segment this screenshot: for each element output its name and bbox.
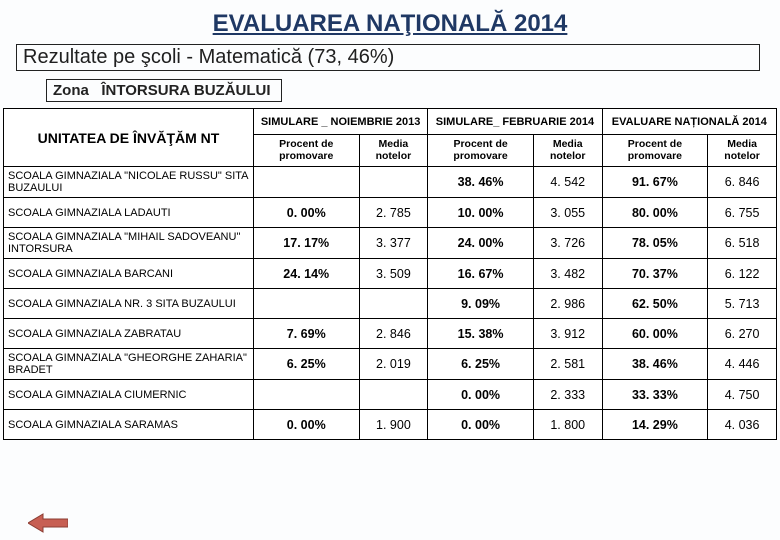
sub-header-2a: Procent de promovare [428,135,534,167]
table-row: SCOALA GIMNAZIALA "GHEORGHE ZAHARIA" BRA… [4,349,777,380]
subtitle-text: Rezultate pe şcoli - Matematică (73, 46%… [23,46,394,68]
percent-cell: 14. 29% [602,410,708,440]
percent-cell: 9. 09% [428,289,534,319]
media-cell: 3. 055 [533,198,602,228]
percent-cell: 7. 69% [253,319,359,349]
table-header-row-1: UNITATEA DE ÎNVĂŢĂM NT SIMULARE _ NOIEMB… [4,109,777,135]
media-cell: 6. 122 [708,259,777,289]
school-cell: SCOALA GIMNAZIALA BARCANI [4,259,254,289]
percent-cell: 0. 00% [253,410,359,440]
media-cell: 3. 482 [533,259,602,289]
percent-cell: 10. 00% [428,198,534,228]
sub-header-3a: Procent de promovare [602,135,708,167]
table-row: SCOALA GIMNAZIALA BARCANI24. 14%3. 50916… [4,259,777,289]
media-cell: 1. 800 [533,410,602,440]
school-cell: SCOALA GIMNAZIALA CIUMERNIC [4,380,254,410]
sub-header-2b: Media notelor [533,135,602,167]
media-cell [359,380,428,410]
media-cell: 3. 726 [533,228,602,259]
media-cell: 4. 750 [708,380,777,410]
percent-cell: 38. 46% [602,349,708,380]
percent-cell: 0. 00% [428,410,534,440]
group-header-3: EVALUARE NAȚIONALĂ 2014 [602,109,776,135]
percent-cell: 24. 00% [428,228,534,259]
percent-cell: 91. 67% [602,167,708,198]
table-row: SCOALA GIMNAZIALA "NICOLAE RUSSU" SITA B… [4,167,777,198]
school-cell: SCOALA GIMNAZIALA LADAUTI [4,198,254,228]
percent-cell: 78. 05% [602,228,708,259]
percent-cell: 80. 00% [602,198,708,228]
media-cell: 6. 270 [708,319,777,349]
sub-header-1b: Media notelor [359,135,428,167]
media-cell: 3. 509 [359,259,428,289]
media-cell: 2. 846 [359,319,428,349]
results-table: UNITATEA DE ÎNVĂŢĂM NT SIMULARE _ NOIEMB… [3,108,777,440]
media-cell: 4. 542 [533,167,602,198]
media-cell: 2. 333 [533,380,602,410]
title-text: EVALUAREA NAŢIONALĂ 2014 [213,10,568,37]
media-cell: 3. 377 [359,228,428,259]
sub-header-3b: Media notelor [708,135,777,167]
percent-cell: 70. 37% [602,259,708,289]
percent-cell: 15. 38% [428,319,534,349]
subtitle-box: Rezultate pe şcoli - Matematică (73, 46%… [16,44,760,71]
percent-cell: 16. 67% [428,259,534,289]
table-row: SCOALA GIMNAZIALA ZABRATAU7. 69%2. 84615… [4,319,777,349]
media-cell: 6. 846 [708,167,777,198]
percent-cell [253,289,359,319]
percent-cell: 6. 25% [253,349,359,380]
media-cell: 3. 912 [533,319,602,349]
percent-cell: 33. 33% [602,380,708,410]
percent-cell: 38. 46% [428,167,534,198]
school-cell: SCOALA GIMNAZIALA "MIHAIL SADOVEANU" INT… [4,228,254,259]
percent-cell: 0. 00% [428,380,534,410]
school-cell: SCOALA GIMNAZIALA ZABRATAU [4,319,254,349]
table-row: SCOALA GIMNAZIALA NR. 3 SITA BUZAULUI 9. … [4,289,777,319]
percent-cell: 17. 17% [253,228,359,259]
zone-box: Zona ÎNTORSURA BUZĂULUI [46,79,282,102]
group-header-2: SIMULARE_ FEBRUARIE 2014 [428,109,602,135]
table-row: SCOALA GIMNAZIALA SARAMAS0. 00%1. 9000. … [4,410,777,440]
percent-cell: 24. 14% [253,259,359,289]
page-title: EVALUAREA NAŢIONALĂ 2014 [0,0,780,42]
group-header-1: SIMULARE _ NOIEMBRIE 2013 [253,109,427,135]
unit-header: UNITATEA DE ÎNVĂŢĂM NT [4,109,254,167]
media-cell: 5. 713 [708,289,777,319]
percent-cell [253,380,359,410]
table-row: SCOALA GIMNAZIALA CIUMERNIC 0. 00%2. 3333… [4,380,777,410]
media-cell: 2. 785 [359,198,428,228]
media-cell: 2. 986 [533,289,602,319]
zone-value: ÎNTORSURA BUZĂULUI [101,82,270,99]
media-cell: 1. 900 [359,410,428,440]
table-row: SCOALA GIMNAZIALA LADAUTI0. 00%2. 78510.… [4,198,777,228]
school-cell: SCOALA GIMNAZIALA SARAMAS [4,410,254,440]
prev-arrow-icon[interactable] [28,512,68,534]
school-cell: SCOALA GIMNAZIALA NR. 3 SITA BUZAULUI [4,289,254,319]
media-cell: 4. 036 [708,410,777,440]
school-cell: SCOALA GIMNAZIALA "GHEORGHE ZAHARIA" BRA… [4,349,254,380]
percent-cell: 0. 00% [253,198,359,228]
table-row: SCOALA GIMNAZIALA "MIHAIL SADOVEANU" INT… [4,228,777,259]
sub-header-1a: Procent de promovare [253,135,359,167]
percent-cell: 60. 00% [602,319,708,349]
media-cell [359,167,428,198]
media-cell [359,289,428,319]
percent-cell: 62. 50% [602,289,708,319]
media-cell: 4. 446 [708,349,777,380]
media-cell: 2. 581 [533,349,602,380]
media-cell: 2. 019 [359,349,428,380]
percent-cell [253,167,359,198]
zone-label: Zona [53,82,89,99]
media-cell: 6. 755 [708,198,777,228]
percent-cell: 6. 25% [428,349,534,380]
school-cell: SCOALA GIMNAZIALA "NICOLAE RUSSU" SITA B… [4,167,254,198]
media-cell: 6. 518 [708,228,777,259]
